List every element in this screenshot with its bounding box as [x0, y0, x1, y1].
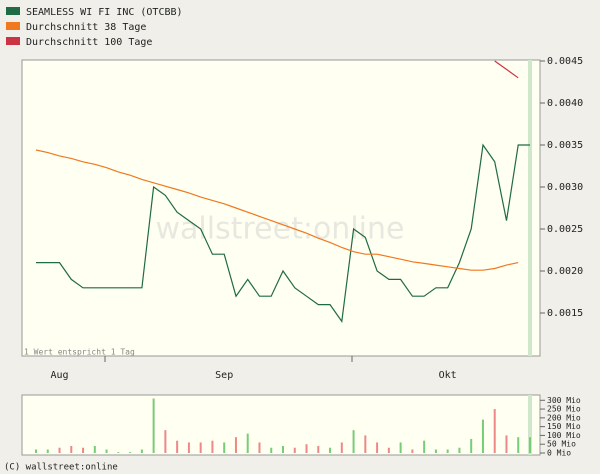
volume-bar: [176, 440, 179, 453]
legend-label: Durchschnitt 100 Tage: [26, 37, 152, 48]
y-tick-label: 0.0015: [547, 308, 583, 319]
volume-bar: [293, 447, 296, 453]
volume-bar: [211, 440, 214, 453]
volume-bar: [46, 449, 49, 453]
volume-bar: [270, 447, 273, 453]
volume-bar: [164, 430, 167, 453]
footer: (C) wallstreet:online: [4, 463, 118, 473]
y-tick-label: 0.0025: [547, 224, 583, 235]
highlight: [528, 395, 532, 455]
volume-bar: [364, 435, 367, 453]
volume-bar: [152, 398, 155, 453]
legend-swatch: [6, 7, 20, 15]
volume-bar: [446, 449, 449, 453]
price-panel: [21, 59, 541, 357]
volume-bar: [246, 433, 249, 453]
volume-bar: [458, 447, 461, 453]
line-series: [36, 143, 530, 324]
volume-panel: [21, 394, 541, 456]
volume-bar: [529, 437, 531, 453]
volume-bar: [411, 449, 414, 453]
volume-bar: [340, 442, 343, 453]
y-tick-label: 0 Mio: [547, 449, 571, 458]
volume-bar: [505, 435, 508, 453]
volume-bar: [376, 442, 379, 453]
y-tick-label: 200 Mio: [547, 413, 581, 422]
volume-bar: [481, 419, 484, 453]
volume-bar: [129, 452, 132, 453]
legend-label: Durchschnitt 38 Tage: [26, 22, 146, 33]
volume-bar: [58, 447, 61, 453]
x-tick-label: Sep: [215, 370, 233, 381]
y-tick-label: 0.0045: [547, 56, 583, 67]
volume-bar: [423, 440, 426, 453]
y-tick-label: 0.0030: [547, 182, 583, 193]
volume-bar: [434, 449, 437, 453]
legend-swatch: [6, 37, 20, 45]
volume-bar: [258, 442, 261, 453]
legend-label: SEAMLESS WI FI INC (OTCBB): [26, 7, 183, 18]
y-tick-label: 0.0035: [547, 140, 583, 151]
volume-bar: [352, 430, 355, 453]
volume-bar: [399, 442, 402, 453]
volume-bar: [329, 447, 332, 453]
volume-bar: [282, 445, 284, 453]
y-tick-label: 0.0040: [547, 98, 583, 109]
volume-bar: [82, 447, 85, 453]
line-series: [494, 60, 519, 79]
volume-bar: [493, 409, 496, 453]
y-tick-label: 300 Mio: [547, 396, 581, 405]
volume-bar: [470, 438, 473, 453]
volume-bar: [517, 437, 520, 453]
y-tick-label: 150 Mio: [547, 422, 581, 431]
volume-bar: [117, 452, 120, 453]
volume-bar: [140, 449, 143, 453]
volume-bar: [317, 445, 320, 453]
volume-bar: [70, 445, 73, 453]
volume-bar: [305, 444, 308, 453]
volume-bar: [93, 445, 96, 453]
y-tick-label: 250 Mio: [547, 405, 581, 414]
legend-swatch: [6, 22, 20, 30]
x-tick-label: Okt: [439, 370, 457, 381]
volume-bar: [199, 442, 202, 453]
y-tick-label: 100 Mio: [547, 431, 581, 440]
highlight: [528, 60, 532, 356]
note: 1 Wert entspricht 1 Tag: [24, 348, 135, 357]
y-tick-label: 0.0020: [547, 266, 583, 277]
volume-bar: [387, 447, 390, 453]
volume-bar: [223, 442, 226, 453]
line-series: [35, 149, 519, 271]
x-tick-label: Aug: [50, 370, 68, 381]
volume-bar: [105, 449, 108, 453]
volume-bar: [234, 437, 237, 453]
watermark: wallstreet:online: [156, 212, 405, 247]
volume-bar: [187, 442, 190, 453]
y-tick-label: 50 Mio: [547, 440, 576, 449]
volume-bar: [35, 449, 37, 453]
